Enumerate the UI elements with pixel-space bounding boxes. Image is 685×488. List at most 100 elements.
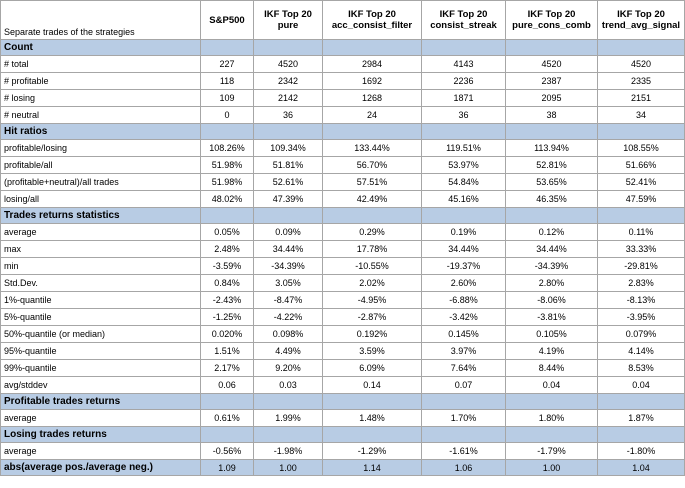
section-fill-cell[interactable] [322, 426, 422, 443]
value-cell[interactable]: 42.49% [322, 190, 422, 208]
value-cell[interactable]: -1.29% [322, 442, 422, 460]
value-cell[interactable]: 51.98% [200, 173, 254, 191]
summary-value-cell[interactable]: 1.14 [322, 459, 422, 476]
value-cell[interactable]: 227 [200, 55, 254, 73]
value-cell[interactable]: 109.34% [253, 139, 323, 157]
section-fill-cell[interactable] [200, 39, 254, 56]
summary-value-cell[interactable]: 1.04 [597, 459, 685, 476]
value-cell[interactable]: -19.37% [421, 257, 506, 275]
value-cell[interactable]: 17.78% [322, 240, 422, 258]
value-cell[interactable]: 2.48% [200, 240, 254, 258]
value-cell[interactable]: 2.17% [200, 359, 254, 377]
value-cell[interactable]: 47.39% [253, 190, 323, 208]
value-cell[interactable]: -3.59% [200, 257, 254, 275]
value-cell[interactable]: 4.19% [505, 342, 598, 360]
value-cell[interactable]: 1.87% [597, 409, 685, 427]
section-fill-cell[interactable] [200, 393, 254, 410]
value-cell[interactable]: 108.26% [200, 139, 254, 157]
section-title[interactable]: Hit ratios [0, 123, 201, 140]
value-cell[interactable]: 1.99% [253, 409, 323, 427]
value-cell[interactable]: 53.97% [421, 156, 506, 174]
value-cell[interactable]: 1.70% [421, 409, 506, 427]
value-cell[interactable]: 0.61% [200, 409, 254, 427]
value-cell[interactable]: 0.19% [421, 223, 506, 241]
value-cell[interactable]: 0.14 [322, 376, 422, 394]
section-fill-cell[interactable] [322, 393, 422, 410]
value-cell[interactable]: 2142 [253, 89, 323, 107]
value-cell[interactable]: 56.70% [322, 156, 422, 174]
value-cell[interactable]: 0.29% [322, 223, 422, 241]
value-cell[interactable]: -1.61% [421, 442, 506, 460]
value-cell[interactable]: 4520 [253, 55, 323, 73]
value-cell[interactable]: 2151 [597, 89, 685, 107]
section-fill-cell[interactable] [253, 39, 323, 56]
row-label[interactable]: min [0, 257, 201, 275]
value-cell[interactable]: 47.59% [597, 190, 685, 208]
value-cell[interactable]: 0.105% [505, 325, 598, 343]
summary-label[interactable]: abs(average pos./average neg.) [0, 459, 201, 476]
value-cell[interactable]: 2.80% [505, 274, 598, 292]
section-fill-cell[interactable] [597, 123, 685, 140]
value-cell[interactable]: 133.44% [322, 139, 422, 157]
value-cell[interactable]: -4.22% [253, 308, 323, 326]
column-header-pure-cons-comb[interactable]: IKF Top 20 pure_cons_comb [505, 0, 598, 40]
column-header-acc-consist-filter[interactable]: IKF Top 20 acc_consist_filter [322, 0, 422, 40]
value-cell[interactable]: 57.51% [322, 173, 422, 191]
section-fill-cell[interactable] [505, 123, 598, 140]
value-cell[interactable]: 34 [597, 106, 685, 124]
value-cell[interactable]: -8.13% [597, 291, 685, 309]
row-label[interactable]: 50%-quantile (or median) [0, 325, 201, 343]
value-cell[interactable]: 0.12% [505, 223, 598, 241]
row-label[interactable]: # total [0, 55, 201, 73]
value-cell[interactable]: 45.16% [421, 190, 506, 208]
value-cell[interactable]: 1.80% [505, 409, 598, 427]
value-cell[interactable]: -1.80% [597, 442, 685, 460]
value-cell[interactable]: 1692 [322, 72, 422, 90]
value-cell[interactable]: 3.59% [322, 342, 422, 360]
value-cell[interactable]: -3.42% [421, 308, 506, 326]
value-cell[interactable]: 0.098% [253, 325, 323, 343]
value-cell[interactable]: 113.94% [505, 139, 598, 157]
summary-value-cell[interactable]: 1.09 [200, 459, 254, 476]
value-cell[interactable]: 119.51% [421, 139, 506, 157]
value-cell[interactable]: 118 [200, 72, 254, 90]
section-fill-cell[interactable] [200, 207, 254, 224]
value-cell[interactable]: 1268 [322, 89, 422, 107]
value-cell[interactable]: 9.20% [253, 359, 323, 377]
value-cell[interactable]: 2984 [322, 55, 422, 73]
value-cell[interactable]: 2.60% [421, 274, 506, 292]
value-cell[interactable]: 0.11% [597, 223, 685, 241]
section-fill-cell[interactable] [505, 426, 598, 443]
value-cell[interactable]: 2.83% [597, 274, 685, 292]
value-cell[interactable]: 3.05% [253, 274, 323, 292]
section-fill-cell[interactable] [597, 426, 685, 443]
row-label[interactable]: # losing [0, 89, 201, 107]
value-cell[interactable]: 51.81% [253, 156, 323, 174]
value-cell[interactable]: 4520 [505, 55, 598, 73]
value-cell[interactable]: 3.97% [421, 342, 506, 360]
section-fill-cell[interactable] [597, 393, 685, 410]
column-header-trend-avg-signal[interactable]: IKF Top 20 trend_avg_signal [597, 0, 685, 40]
section-fill-cell[interactable] [322, 39, 422, 56]
value-cell[interactable]: 2236 [421, 72, 506, 90]
section-fill-cell[interactable] [253, 207, 323, 224]
value-cell[interactable]: 8.53% [597, 359, 685, 377]
value-cell[interactable]: 53.65% [505, 173, 598, 191]
value-cell[interactable]: 0.04 [505, 376, 598, 394]
value-cell[interactable]: -8.06% [505, 291, 598, 309]
row-label[interactable]: average [0, 442, 201, 460]
section-fill-cell[interactable] [421, 393, 506, 410]
value-cell[interactable]: 2.02% [322, 274, 422, 292]
row-label[interactable]: avg/stddev [0, 376, 201, 394]
row-label[interactable]: 1%-quantile [0, 291, 201, 309]
section-title[interactable]: Count [0, 39, 201, 56]
value-cell[interactable]: 4.49% [253, 342, 323, 360]
row-label[interactable]: Std.Dev. [0, 274, 201, 292]
value-cell[interactable]: -2.87% [322, 308, 422, 326]
value-cell[interactable]: 0.079% [597, 325, 685, 343]
value-cell[interactable]: 2387 [505, 72, 598, 90]
value-cell[interactable]: 2335 [597, 72, 685, 90]
value-cell[interactable]: 2342 [253, 72, 323, 90]
section-fill-cell[interactable] [253, 123, 323, 140]
section-fill-cell[interactable] [253, 426, 323, 443]
